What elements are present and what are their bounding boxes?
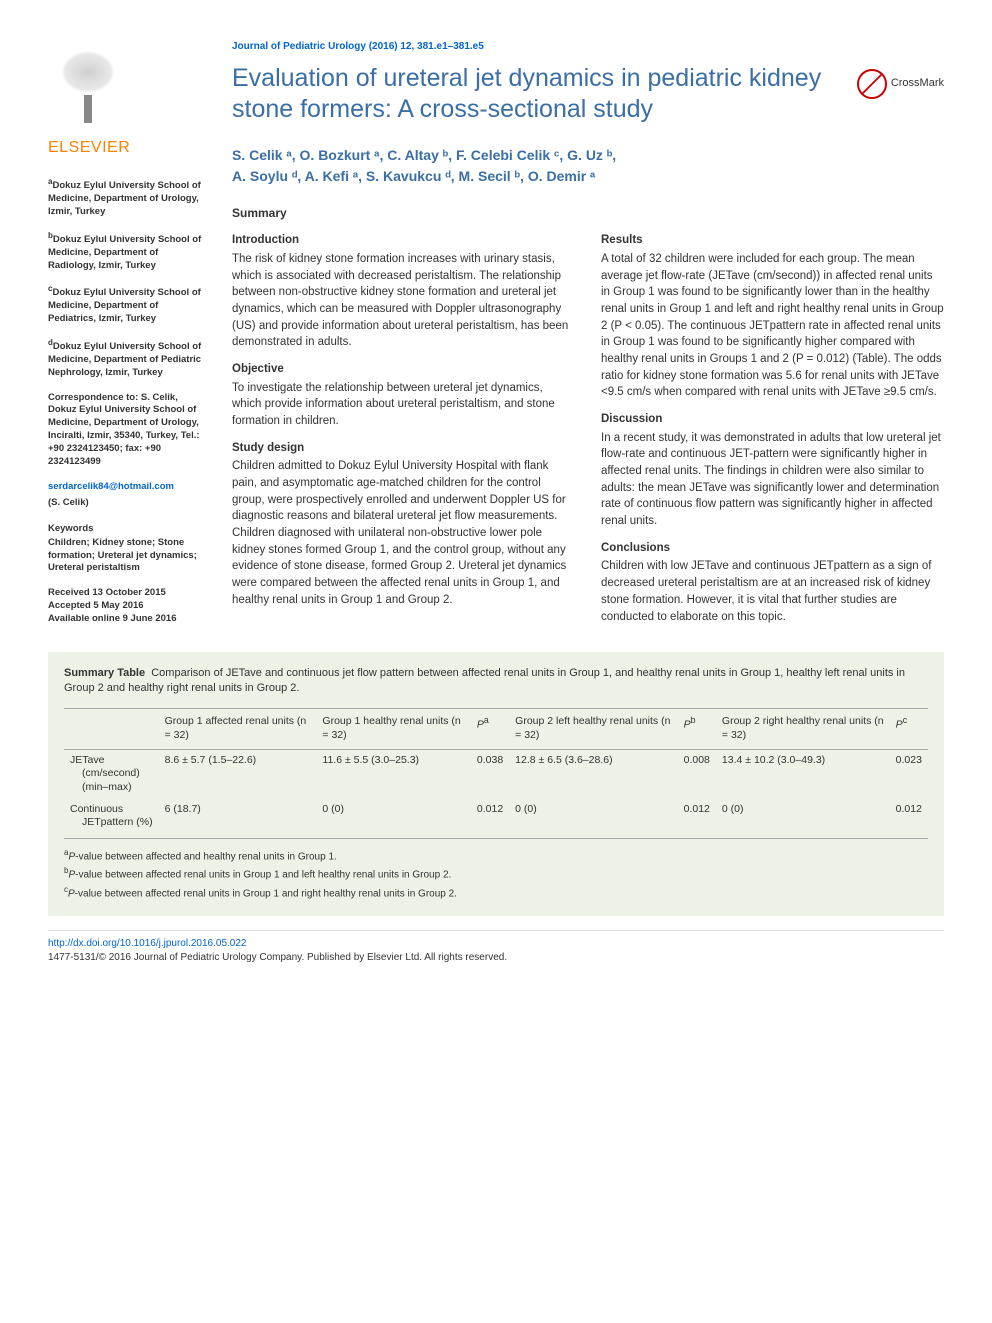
table-cell: 6 (18.7) xyxy=(159,799,317,839)
copyright: 1477-5131/© 2016 Journal of Pediatric Ur… xyxy=(48,951,944,965)
table-cell: 13.4 ± 10.2 (3.0–49.3) xyxy=(716,749,890,798)
table-header-row: Group 1 affected renal units (n = 32) Gr… xyxy=(64,709,928,749)
table-cell: 8.6 ± 5.7 (1.5–22.6) xyxy=(159,749,317,798)
main-content: Journal of Pediatric Urology (2016) 12, … xyxy=(232,40,944,626)
date-received: Received 13 October 2015 xyxy=(48,587,208,600)
table-cell: 11.6 ± 5.5 (3.0–25.3) xyxy=(316,749,470,798)
table-caption: Summary Table Comparison of JETave and c… xyxy=(64,666,928,697)
footnote-c: cP-value between affected renal units in… xyxy=(64,884,928,901)
table-cell: 0.012 xyxy=(678,799,716,839)
authors: S. Celik ᵃ, O. Bozkurt ᵃ, C. Altay ᵇ, F.… xyxy=(232,145,944,187)
crossmark-icon xyxy=(857,69,887,99)
article-title: Evaluation of ureteral jet dynamics in p… xyxy=(232,63,845,126)
section-body-introduction: The risk of kidney stone formation incre… xyxy=(232,251,575,351)
table-row: ContinuousJETpattern (%) 6 (18.7) 0 (0) … xyxy=(64,799,928,839)
sidebar: ELSEVIER aDokuz Eylul University School … xyxy=(48,40,208,626)
section-body-discussion: In a recent study, it was demonstrated i… xyxy=(601,430,944,530)
table-col-0 xyxy=(64,709,159,749)
table-footnotes: aP-P-value between affected and healthy … xyxy=(64,847,928,901)
section-body-conclusions: Children with low JETave and continuous … xyxy=(601,558,944,625)
table-cell: 0.008 xyxy=(678,749,716,798)
keywords-heading: Keywords xyxy=(48,522,208,536)
summary-column-right: Results A total of 32 children were incl… xyxy=(601,232,944,625)
table-cell: 0.012 xyxy=(890,799,928,839)
date-online: Available online 9 June 2016 xyxy=(48,613,208,626)
authors-line-1: S. Celik ᵃ, O. Bozkurt ᵃ, C. Altay ᵇ, F.… xyxy=(232,145,944,166)
table-col-6: Group 2 right healthy renal units (n = 3… xyxy=(716,709,890,749)
affiliation-d: dDokuz Eylul University School of Medici… xyxy=(48,338,208,380)
section-head-objective: Objective xyxy=(232,361,575,378)
footnote-b: bP-value between affected renal units in… xyxy=(64,865,928,882)
publisher-name: ELSEVIER xyxy=(48,136,208,159)
table-col-5: Pb xyxy=(678,709,716,749)
section-body-objective: To investigate the relationship between … xyxy=(232,380,575,430)
email-link[interactable]: serdarcelik84@hotmail.com xyxy=(48,480,208,494)
section-head-introduction: Introduction xyxy=(232,232,575,249)
affiliation-a: aDokuz Eylul University School of Medici… xyxy=(48,177,208,219)
table-cell: 0 (0) xyxy=(509,799,677,839)
authors-line-2: A. Soylu ᵈ, A. Kefi ᵃ, S. Kavukcu ᵈ, M. … xyxy=(232,166,944,187)
table-cell: 0.012 xyxy=(471,799,509,839)
section-head-results: Results xyxy=(601,232,944,249)
summary-column-left: Introduction The risk of kidney stone fo… xyxy=(232,232,575,625)
section-head-studydesign: Study design xyxy=(232,440,575,457)
table-col-2: Group 1 healthy renal units (n = 32) xyxy=(316,709,470,749)
table-cell: 12.8 ± 6.5 (3.6–28.6) xyxy=(509,749,677,798)
doi-link[interactable]: http://dx.doi.org/10.1016/j.jpurol.2016.… xyxy=(48,937,944,951)
email-name: (S. Celik) xyxy=(48,496,208,510)
section-head-discussion: Discussion xyxy=(601,411,944,428)
table-row: JETave(cm/second)(min–max) 8.6 ± 5.7 (1.… xyxy=(64,749,928,798)
table-cell: 0.038 xyxy=(471,749,509,798)
correspondence: Correspondence to: S. Celik, Dokuz Eylul… xyxy=(48,392,208,469)
table-cell: 0.023 xyxy=(890,749,928,798)
row-label-jetave: JETave(cm/second)(min–max) xyxy=(64,749,159,798)
table-cell: 0 (0) xyxy=(316,799,470,839)
row-label-jetpattern: ContinuousJETpattern (%) xyxy=(64,799,159,839)
section-body-results: A total of 32 children were included for… xyxy=(601,251,944,401)
affiliation-b: bDokuz Eylul University School of Medici… xyxy=(48,231,208,273)
table-col-4: Group 2 left healthy renal units (n = 32… xyxy=(509,709,677,749)
elsevier-tree-icon xyxy=(48,40,128,130)
date-accepted: Accepted 5 May 2016 xyxy=(48,600,208,613)
section-head-conclusions: Conclusions xyxy=(601,540,944,557)
crossmark-badge[interactable]: CrossMark xyxy=(857,69,944,99)
article-dates: Received 13 October 2015 Accepted 5 May … xyxy=(48,587,208,625)
table-col-1: Group 1 affected renal units (n = 32) xyxy=(159,709,317,749)
section-body-studydesign: Children admitted to Dokuz Eylul Univers… xyxy=(232,458,575,608)
affiliation-c: cDokuz Eylul University School of Medici… xyxy=(48,284,208,326)
summary-table-block: Summary Table Comparison of JETave and c… xyxy=(48,652,944,916)
table-caption-text: Comparison of JETave and continuous jet … xyxy=(64,667,905,694)
journal-reference[interactable]: Journal of Pediatric Urology (2016) 12, … xyxy=(232,40,944,55)
crossmark-label: CrossMark xyxy=(891,76,944,92)
keywords-list: Children; Kidney stone; Stone formation;… xyxy=(48,537,208,575)
page-footer: http://dx.doi.org/10.1016/j.jpurol.2016.… xyxy=(48,930,944,965)
table-caption-label: Summary Table xyxy=(64,667,145,679)
table-cell: 0 (0) xyxy=(716,799,890,839)
footnote-a: aP-P-value between affected and healthy … xyxy=(64,847,928,864)
summary-heading: Summary xyxy=(232,205,944,222)
summary-table: Group 1 affected renal units (n = 32) Gr… xyxy=(64,708,928,838)
table-col-3: Pa xyxy=(471,709,509,749)
table-col-7: Pc xyxy=(890,709,928,749)
